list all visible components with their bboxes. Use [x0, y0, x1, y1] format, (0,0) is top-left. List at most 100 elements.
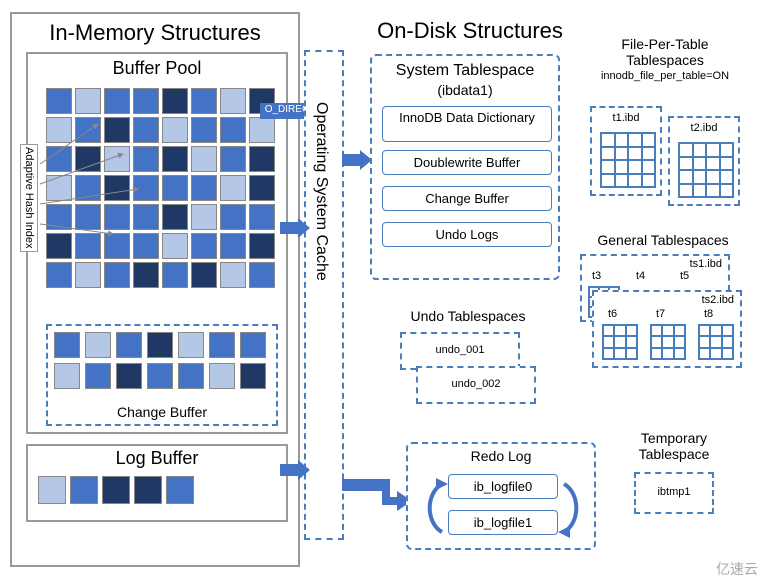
fpt-file-0-label: t1.ibd — [592, 112, 660, 124]
temp-ts-title: TemporaryTablespace — [614, 430, 734, 462]
redo-cycle-left — [414, 478, 448, 538]
fpt-grid-0 — [600, 132, 656, 188]
buffer-cell — [191, 117, 217, 143]
redo-file-1: ib_logfile1 — [448, 510, 558, 535]
buffer-cell — [162, 146, 188, 172]
buffer-cell — [220, 204, 246, 230]
buffer-cell — [133, 88, 159, 114]
change-buffer-grid — [54, 332, 274, 396]
change-buffer-cell — [147, 332, 173, 358]
undo-0: undo_001 — [400, 332, 520, 370]
gen-g7 — [650, 324, 686, 360]
os-cache: Operating System Cache — [304, 50, 344, 540]
gen-t4: t4 — [636, 270, 645, 282]
buffer-cell — [220, 233, 246, 259]
in-memory-title: In-Memory Structures — [12, 20, 298, 46]
buffer-cell — [104, 88, 130, 114]
buffer-cell — [162, 175, 188, 201]
on-disk-title: On-Disk Structures — [360, 18, 580, 44]
temp-ts-file-label: ibtmp1 — [636, 486, 712, 498]
change-buffer-cell — [85, 363, 111, 389]
buffer-cell — [162, 262, 188, 288]
redo-log-title: Redo Log — [408, 448, 594, 464]
temp-ts-file: ibtmp1 — [634, 472, 714, 514]
buffer-pool: Buffer Pool Adaptive Hash Index Change B… — [26, 52, 288, 434]
change-buffer-cell — [209, 363, 235, 389]
gen-t3: t3 — [592, 270, 601, 282]
buffer-cell — [249, 204, 275, 230]
buffer-cell — [162, 204, 188, 230]
sys-ts-item-1: Doublewrite Buffer — [382, 150, 552, 175]
change-buffer-cell — [178, 332, 204, 358]
system-tablespace: System Tablespace (ibdata1) InnoDB Data … — [370, 54, 560, 280]
buffer-cell — [249, 262, 275, 288]
undo-ts-title: Undo Tablespaces — [388, 308, 548, 324]
buffer-cell — [191, 146, 217, 172]
in-memory-container: In-Memory Structures Buffer Pool Adaptiv… — [10, 12, 300, 567]
buffer-cell — [46, 262, 72, 288]
log-buffer-cell — [102, 476, 130, 504]
log-buffer: Log Buffer — [26, 444, 288, 522]
buffer-cell — [75, 262, 101, 288]
fpt-file-0: t1.ibd — [590, 106, 662, 196]
buffer-cell — [220, 117, 246, 143]
gen-t7: t7 — [656, 308, 665, 320]
change-buffer-cell — [240, 363, 266, 389]
change-buffer-cell — [178, 363, 204, 389]
buffer-cell — [75, 88, 101, 114]
buffer-cell — [162, 88, 188, 114]
buffer-cell — [46, 88, 72, 114]
fpt-file-1-label: t2.ibd — [670, 122, 738, 134]
change-buffer-cell — [85, 332, 111, 358]
fpt-file-1: t2.ibd — [668, 116, 740, 206]
redo-cycle-right — [558, 478, 592, 538]
log-buffer-cell — [70, 476, 98, 504]
change-buffer-cell — [116, 332, 142, 358]
bp-to-cache-arrow — [280, 218, 310, 238]
log-buffer-cells — [38, 476, 198, 508]
fpt-grid-1 — [678, 142, 734, 198]
buffer-cell — [220, 146, 246, 172]
gen-g8 — [698, 324, 734, 360]
hash-arrows — [28, 114, 148, 254]
buffer-cell — [133, 262, 159, 288]
redo-file-0: ib_logfile0 — [448, 474, 558, 499]
change-buffer-title: Change Buffer — [48, 404, 276, 420]
gen-ts-1-file: ts1.ibd — [690, 258, 722, 270]
log-buffer-cell — [38, 476, 66, 504]
undo-1-label: undo_002 — [418, 378, 534, 390]
gen-g6 — [602, 324, 638, 360]
change-buffer: Change Buffer — [46, 324, 278, 426]
cache-to-sys-arrow — [342, 150, 372, 170]
change-buffer-cell — [54, 363, 80, 389]
undo-1: undo_002 — [416, 366, 536, 404]
sys-ts-item-0: InnoDB Data Dictionary — [382, 106, 552, 142]
change-buffer-cell — [209, 332, 235, 358]
buffer-cell — [249, 175, 275, 201]
change-buffer-cell — [147, 363, 173, 389]
gen-t5: t5 — [680, 270, 689, 282]
fpt-title: File-Per-TableTablespaces — [580, 36, 750, 68]
os-cache-title: Operating System Cache — [312, 102, 330, 281]
general-ts-title: General Tablespaces — [578, 232, 748, 248]
buffer-cell — [162, 117, 188, 143]
change-buffer-cell — [54, 332, 80, 358]
log-buffer-cell — [166, 476, 194, 504]
gen-ts-2-file: ts2.ibd — [702, 294, 734, 306]
buffer-cell — [220, 88, 246, 114]
sys-ts-title: System Tablespace — [372, 62, 558, 80]
fpt-subtitle: innodb_file_per_table=ON — [580, 70, 750, 82]
change-buffer-cell — [116, 363, 142, 389]
redo-log: Redo Log ib_logfile0 ib_logfile1 — [406, 442, 596, 550]
buffer-cell — [104, 262, 130, 288]
log-buffer-cell — [134, 476, 162, 504]
buffer-cell — [249, 233, 275, 259]
file-per-table: File-Per-TableTablespaces innodb_file_pe… — [580, 36, 750, 82]
log-buffer-title: Log Buffer — [28, 448, 286, 469]
cache-to-redo-arrow — [342, 475, 412, 515]
watermark: 亿速云 — [716, 559, 758, 579]
buffer-cell — [249, 146, 275, 172]
buffer-pool-title: Buffer Pool — [28, 58, 286, 79]
buffer-cell — [162, 233, 188, 259]
buffer-cell — [220, 262, 246, 288]
